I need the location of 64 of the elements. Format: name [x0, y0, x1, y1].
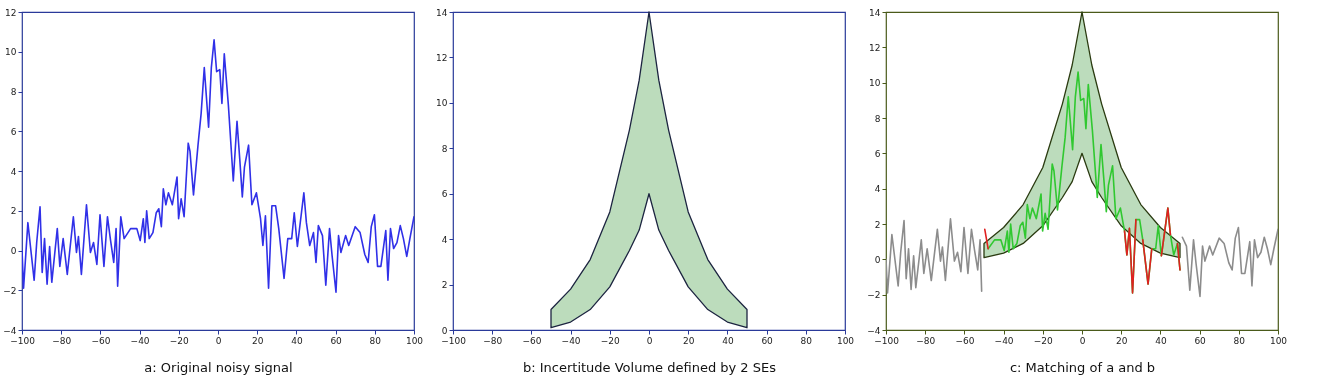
y-tick-label: 0	[441, 325, 448, 336]
x-tick-label: −40	[994, 335, 1014, 346]
x-tick-label: 80	[369, 335, 382, 346]
y-tick-label: 6	[441, 189, 448, 200]
x-tick-label: 0	[646, 335, 653, 346]
y-tick-label: 8	[874, 113, 881, 124]
line-series	[22, 39, 414, 294]
y-tick-label: 0	[874, 254, 881, 265]
x-tick-label: −60	[955, 335, 975, 346]
x-tick-label: −80	[52, 335, 72, 346]
y-tick-label: 14	[869, 7, 881, 18]
y-tick-label: 10	[436, 98, 448, 109]
x-tick-label: −100	[874, 335, 900, 346]
x-tick-label: 60	[330, 335, 343, 346]
y-tick-label: 2	[441, 280, 448, 291]
y-tick-label: −2	[867, 290, 881, 301]
x-tick-label: 20	[682, 335, 695, 346]
x-tick-label: 40	[1155, 335, 1167, 346]
y-tick-label: 6	[10, 126, 17, 137]
x-tick-label: −60	[522, 335, 542, 346]
y-tick-label: 0	[10, 246, 17, 256]
x-tick-label: 0	[1079, 335, 1086, 346]
x-tick-label: −40	[561, 335, 581, 346]
x-axis-title: b: Incertitude Volume defined by 2 SEs	[522, 359, 777, 375]
x-tick-label: −100	[441, 335, 467, 346]
y-tick-label: 12	[869, 42, 881, 53]
y-tick-label: 8	[10, 87, 17, 97]
y-tick-label: 4	[10, 166, 17, 177]
y-tick-label: −4	[3, 325, 17, 336]
x-tick-label: −80	[483, 335, 503, 346]
x-tick-label: 20	[251, 335, 264, 346]
x-tick-label: 100	[1269, 335, 1288, 346]
x-tick-label: 0	[215, 335, 222, 346]
y-tick-label: 12	[436, 52, 448, 63]
y-tick-label: 10	[869, 78, 881, 89]
x-tick-label: 60	[1194, 335, 1207, 346]
y-tick-label: 14	[436, 7, 448, 18]
y-tick-label: −4	[867, 325, 881, 336]
y-tick-label: 12	[5, 7, 17, 18]
x-tick-label: 80	[1233, 335, 1246, 346]
x-tick-label: 20	[1115, 335, 1128, 346]
x-tick-label: 100	[836, 335, 855, 346]
x-tick-label: −60	[91, 335, 111, 346]
x-tick-label: −100	[10, 335, 36, 346]
x-tick-label: 60	[761, 335, 774, 346]
x-axis-title: a: Original noisy signal	[144, 359, 293, 375]
y-tick-label: 2	[874, 219, 881, 230]
x-tick-label: 40	[291, 335, 303, 346]
y-tick-label: 10	[5, 47, 17, 58]
y-tick-label: 2	[10, 206, 17, 217]
x-tick-label: 40	[722, 335, 734, 346]
y-tick-label: 8	[441, 143, 448, 154]
x-tick-label: −20	[169, 335, 190, 346]
y-tick-label: 4	[441, 234, 448, 245]
y-tick-label: −2	[3, 285, 17, 296]
x-tick-label: −20	[1033, 335, 1054, 346]
x-axis-title: c: Matching of a and b	[1009, 359, 1156, 375]
x-tick-label: 80	[800, 335, 813, 346]
x-tick-label: 100	[405, 335, 424, 346]
x-tick-label: −40	[130, 335, 150, 346]
x-tick-label: −80	[916, 335, 936, 346]
x-tick-label: −20	[600, 335, 621, 346]
y-tick-label: 4	[874, 184, 881, 195]
y-tick-label: 6	[874, 148, 881, 159]
